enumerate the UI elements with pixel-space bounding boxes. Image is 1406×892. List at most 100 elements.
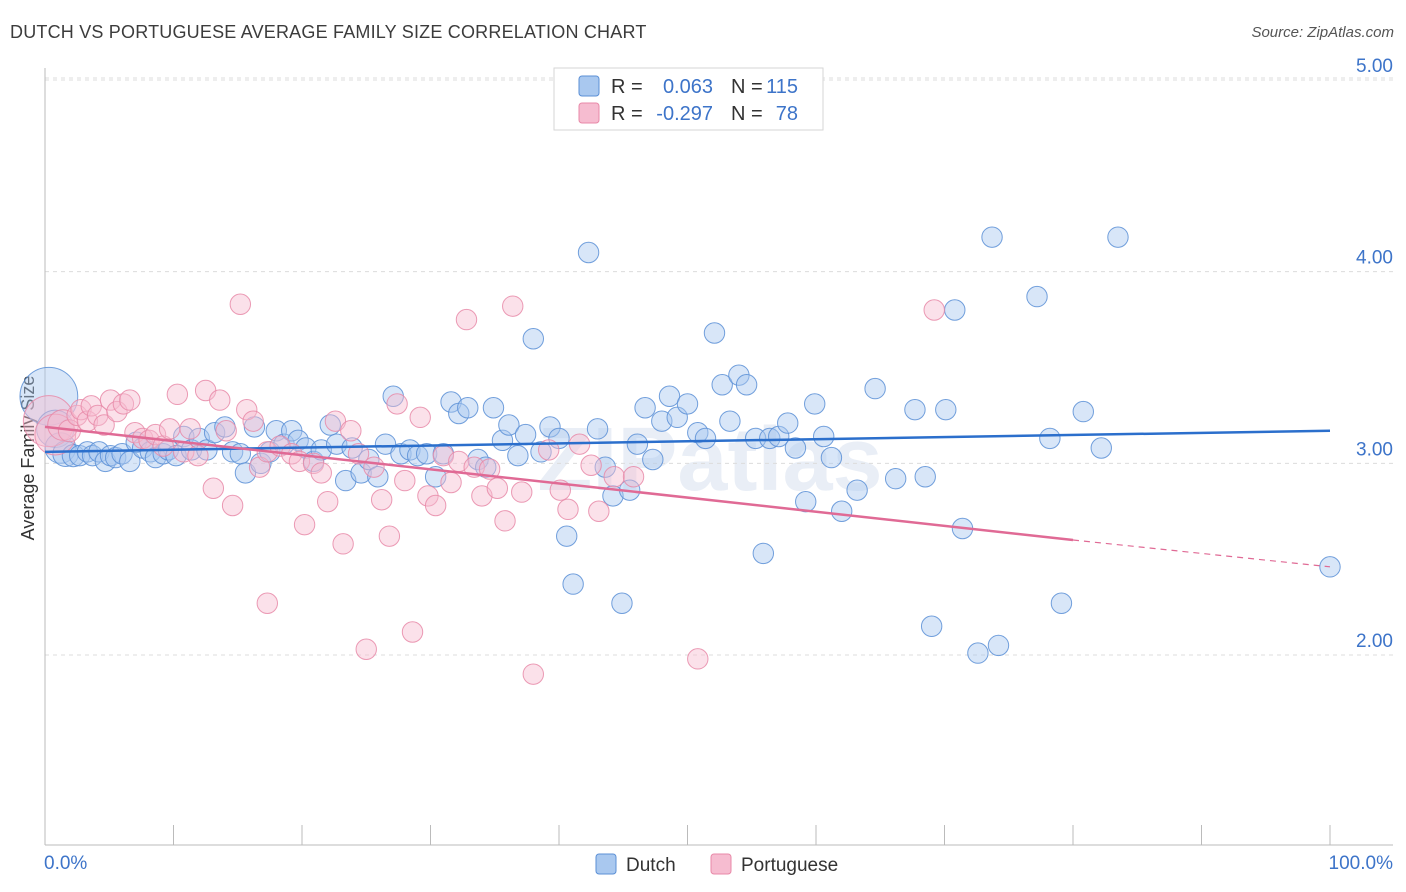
data-point — [494, 510, 516, 532]
data-point — [457, 397, 479, 419]
data-point — [401, 621, 424, 643]
data-point — [363, 456, 385, 478]
data-point — [935, 398, 957, 421]
data-point — [99, 389, 122, 411]
data-point — [642, 448, 664, 471]
data-point — [498, 414, 520, 436]
data-point — [658, 385, 681, 407]
data-point — [920, 615, 943, 637]
data-point — [556, 525, 578, 547]
dutch-trend-line — [44, 429, 1331, 454]
data-point — [340, 420, 362, 442]
data-point — [626, 433, 649, 455]
data-point — [884, 467, 907, 490]
bottom-legend-portuguese-swatch — [710, 853, 732, 875]
data-point — [440, 471, 462, 494]
trend-lines — [44, 425, 1331, 568]
x-tick-label-min: 0.0% — [44, 853, 87, 874]
data-point — [112, 393, 135, 415]
y-tick-label: 4.00 — [1356, 248, 1393, 269]
legend-dutch-r-value: 0.063 — [663, 76, 713, 98]
data-point — [202, 477, 225, 499]
y-tick-label: 5.00 — [1356, 56, 1393, 77]
data-point — [119, 389, 141, 411]
data-point — [522, 328, 544, 350]
data-point — [386, 393, 408, 415]
data-point — [703, 322, 726, 344]
data-point — [324, 410, 347, 432]
legend-portuguese-n-value: 78 — [776, 103, 798, 125]
data-point — [588, 500, 610, 522]
data-point — [332, 533, 354, 555]
data-point — [687, 421, 709, 444]
source-label: Source: ZipAtlas.com — [1251, 24, 1394, 41]
y-tick-label: 3.00 — [1356, 439, 1393, 460]
portuguese-trend-extension — [1072, 539, 1331, 568]
data-point — [557, 498, 579, 521]
data-point — [104, 446, 127, 469]
dutch-points — [19, 226, 1341, 664]
data-point — [440, 391, 462, 413]
data-point — [310, 462, 332, 484]
data-point — [752, 542, 775, 565]
data-point — [229, 293, 252, 315]
data-point — [455, 308, 478, 331]
data-point — [34, 413, 77, 456]
data-point — [777, 412, 799, 434]
data-point — [203, 421, 226, 444]
data-point — [813, 425, 835, 448]
x-ticks — [44, 825, 1331, 845]
data-point — [256, 592, 279, 614]
bottom-legend-dutch-swatch — [595, 853, 617, 875]
data-point — [719, 410, 741, 432]
data-point — [577, 241, 600, 264]
data-point — [236, 398, 258, 421]
data-point — [514, 423, 537, 446]
data-point — [622, 466, 645, 488]
data-point — [694, 427, 717, 450]
data-point — [967, 642, 989, 664]
data-point — [1072, 400, 1094, 423]
data-point — [209, 389, 231, 411]
data-point — [158, 418, 181, 440]
data-point — [370, 489, 393, 511]
data-point — [293, 513, 316, 536]
data-point — [215, 420, 237, 442]
data-point — [759, 427, 781, 450]
data-point — [19, 366, 79, 426]
data-point — [287, 429, 309, 452]
data-point — [820, 446, 843, 469]
y-tick-label: 2.00 — [1356, 631, 1393, 652]
data-point — [482, 397, 505, 419]
data-point — [1026, 285, 1048, 308]
legend-portuguese-swatch — [578, 102, 600, 124]
data-point — [1107, 226, 1129, 248]
data-point — [846, 479, 868, 501]
data-point — [634, 397, 656, 419]
bottom-legend-dutch-label: Dutch — [626, 855, 676, 876]
data-point — [1039, 427, 1061, 450]
data-point — [179, 418, 201, 440]
data-point — [530, 441, 552, 463]
data-point — [221, 494, 244, 517]
data-point — [424, 494, 447, 517]
legend-portuguese-r-value: -0.297 — [656, 103, 713, 125]
data-point — [904, 398, 926, 421]
data-point — [511, 481, 533, 503]
data-point — [981, 226, 1003, 248]
data-point — [586, 418, 609, 440]
data-point — [795, 490, 817, 513]
bottom-legend-portuguese-label: Portuguese — [741, 855, 838, 876]
data-point — [374, 433, 397, 455]
data-point — [1050, 592, 1073, 614]
data-point — [711, 374, 733, 396]
data-point — [214, 416, 236, 438]
data-point — [166, 383, 189, 406]
data-point — [502, 295, 524, 317]
data-point — [594, 456, 616, 478]
data-point — [768, 425, 790, 448]
x-tick-label-max: 100.0% — [1329, 853, 1394, 874]
data-point — [539, 416, 561, 438]
data-point — [250, 452, 272, 475]
data-point — [409, 406, 431, 429]
